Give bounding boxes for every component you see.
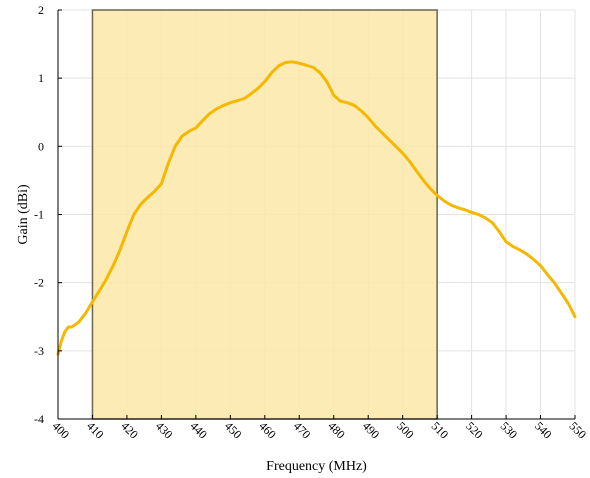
x-tick-label-500: 500 [394, 419, 417, 442]
axes [57, 9, 576, 420]
x-tick-label-540: 540 [532, 419, 555, 442]
highlight-band-rect [91, 9, 438, 420]
highlight-band [91, 9, 438, 420]
x-tick-label-410: 410 [84, 419, 107, 442]
x-tick-label-550: 550 [567, 419, 590, 442]
x-tick-label-400: 400 [50, 419, 73, 442]
y-tick-label-0: 0 [38, 139, 44, 153]
y-tick-label-2: 2 [38, 3, 44, 17]
x-tick-label-430: 430 [153, 419, 176, 442]
x-tick-label-530: 530 [498, 419, 521, 442]
y-tick-label--1: -1 [34, 208, 44, 222]
x-tick-label-450: 450 [222, 419, 245, 442]
x-tick-label-460: 460 [256, 419, 279, 442]
y-tick-label--4: -4 [34, 412, 44, 426]
x-tick-label-490: 490 [360, 419, 383, 442]
y-tick-label-1: 1 [38, 71, 44, 85]
x-tick-label-510: 510 [429, 419, 452, 442]
x-tick-label-420: 420 [118, 419, 141, 442]
x-tick-label-440: 440 [187, 419, 210, 442]
x-axis-title: Frequency (MHz) [266, 459, 367, 474]
series-line-0 [56, 60, 577, 356]
x-tick-label-470: 470 [291, 419, 314, 442]
x-tick-label-480: 480 [325, 419, 348, 442]
series-layer [56, 60, 577, 356]
y-tick-label--3: -3 [34, 344, 44, 358]
y-axis-title: Gain (dBi) [16, 184, 31, 245]
x-tick-label-520: 520 [463, 419, 486, 442]
y-tick-label--2: -2 [34, 276, 44, 290]
